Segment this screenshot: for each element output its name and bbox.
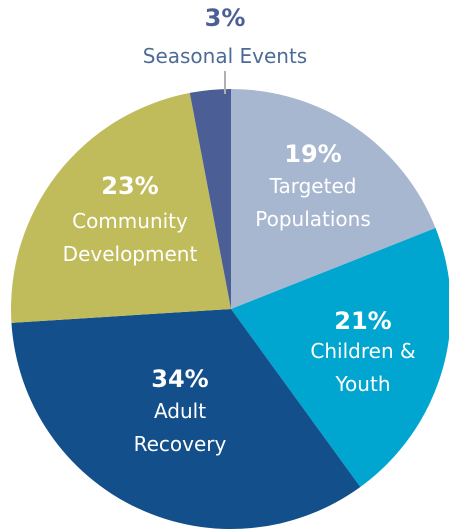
pie-slice	[10, 92, 231, 323]
slice-label: Targeted Populations	[255, 174, 371, 231]
slice-percent: 19%	[284, 140, 341, 168]
slice-percent: 34%	[151, 365, 208, 393]
slice-label: Seasonal Events	[143, 44, 307, 68]
slice-percent: 21%	[334, 307, 391, 335]
slice-label: Children & Youth	[310, 339, 415, 396]
pie-slice	[231, 89, 436, 309]
slice-percent: 23%	[101, 172, 158, 200]
pie-slice	[189, 89, 231, 309]
pie-slice	[11, 309, 361, 529]
pie-slice	[231, 228, 449, 487]
slice-label: Community Development	[63, 209, 198, 266]
slice-label: Adult Recovery	[134, 399, 227, 456]
slice-percent: 3%	[205, 4, 246, 32]
